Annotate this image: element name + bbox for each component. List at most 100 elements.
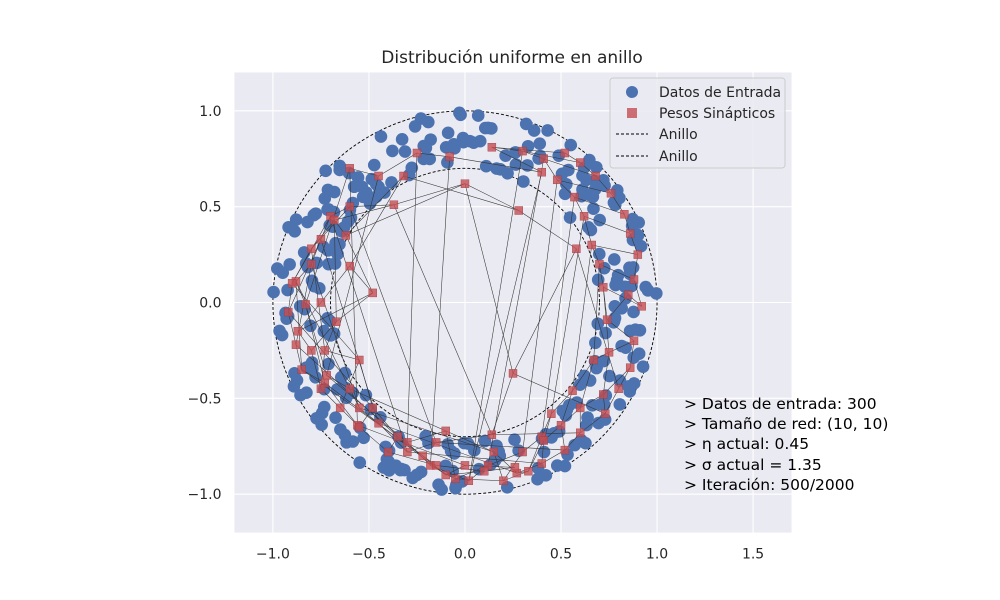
input-data-point <box>613 398 627 411</box>
weight-connection <box>288 312 297 345</box>
weight-connection <box>326 175 379 376</box>
synaptic-weight-point <box>518 447 527 457</box>
synaptic-weight-point <box>368 403 377 413</box>
synaptic-weight-point <box>568 386 577 395</box>
weight-connection <box>436 434 492 443</box>
input-data-point <box>301 215 314 229</box>
legend: Datos de Entrada Pesos Sinápticos Anillo… <box>609 77 786 169</box>
synaptic-weight-point <box>600 409 610 418</box>
info-line-sigma: > σ actual = 1.35 <box>684 456 822 474</box>
weight-connection <box>518 210 577 250</box>
synaptic-weight-point <box>637 302 646 311</box>
weight-connection <box>491 373 514 435</box>
weight-connection <box>468 172 543 481</box>
input-data-point <box>608 311 622 325</box>
weight-connection <box>407 442 437 453</box>
weight-connection <box>430 156 450 466</box>
synaptic-weight-point <box>625 229 635 238</box>
synaptic-weight-point <box>316 235 326 244</box>
weight-connection <box>583 216 593 246</box>
weight-connection <box>436 442 565 451</box>
weight-connection <box>464 183 519 211</box>
synaptic-weight-point <box>330 215 339 225</box>
weight-connection <box>345 235 374 294</box>
info-line-iteration: > Iteración: 500/2000 <box>684 476 855 494</box>
weight-connection <box>487 158 545 466</box>
input-data-point <box>471 109 485 122</box>
info-line-eta: > η actual: 0.45 <box>684 435 809 453</box>
synaptic-weight-point <box>307 346 316 355</box>
weight-connection <box>468 151 523 481</box>
weight-connection <box>560 390 573 426</box>
input-data-point <box>501 166 514 180</box>
weight-connection <box>491 146 565 154</box>
synaptic-weight-point <box>576 403 585 413</box>
input-data-point <box>609 278 622 292</box>
weight-connection <box>349 265 373 294</box>
input-data-point <box>414 112 428 125</box>
weight-connection <box>320 239 379 424</box>
weight-connection <box>345 175 404 236</box>
weight-connection <box>334 204 394 221</box>
input-data-point <box>615 301 629 315</box>
synaptic-weight-point <box>479 466 489 476</box>
input-data-point <box>355 180 369 194</box>
weight-connection <box>349 175 404 267</box>
weight-connection <box>599 263 635 280</box>
y-tick-label: 0.5 <box>199 200 221 216</box>
weight-connection <box>416 152 450 158</box>
weight-connection <box>629 340 635 368</box>
synaptic-weight-point <box>431 461 441 470</box>
synaptic-weight-point <box>539 154 548 163</box>
weight-connection <box>576 248 619 389</box>
input-data-point <box>573 378 587 391</box>
synaptic-weight-point <box>291 340 301 349</box>
synaptic-weight-point <box>589 355 598 365</box>
x-tick-label: 1.0 <box>646 547 668 563</box>
synaptic-weight-point <box>389 200 399 209</box>
synaptic-weight-point <box>345 164 354 173</box>
synaptic-weight-point <box>460 461 470 470</box>
synaptic-weight-point <box>403 438 412 447</box>
synaptic-weight-point <box>547 409 556 418</box>
weight-connection <box>602 352 610 395</box>
input-data-point <box>537 445 551 459</box>
info-line-network-size: > Tamaño de red: (10, 10) <box>684 415 888 433</box>
input-data-point <box>339 391 353 405</box>
input-data-point <box>467 136 480 149</box>
input-data-point <box>581 411 594 424</box>
input-data-point <box>479 159 493 173</box>
input-data-point <box>589 336 602 350</box>
synaptic-weight-point <box>403 447 412 457</box>
legend-weights-label: Pesos Sinápticos <box>659 106 775 122</box>
weight-connection <box>359 407 494 453</box>
weight-connection <box>512 248 577 374</box>
weight-connection <box>487 451 523 466</box>
weight-connection <box>349 388 446 432</box>
weight-connection <box>522 150 581 163</box>
input-data-point <box>317 324 331 338</box>
weight-connection <box>541 197 575 437</box>
synaptic-weight-point <box>374 419 383 428</box>
input-data-point <box>267 285 280 299</box>
synaptic-weight-point <box>355 403 364 413</box>
synaptic-weight-point <box>604 348 614 357</box>
weight-connection <box>305 304 327 376</box>
synaptic-weight-point <box>451 474 460 484</box>
weight-connection <box>345 183 466 236</box>
synaptic-weight-point <box>633 250 643 259</box>
synaptic-weight-point <box>591 171 600 181</box>
input-data-point <box>627 377 641 390</box>
weight-connection <box>579 359 594 408</box>
y-tick-label: −0.5 <box>188 391 222 407</box>
x-tick-label: −1.0 <box>256 547 290 563</box>
weight-connection <box>311 350 322 389</box>
synaptic-weight-point <box>514 206 523 215</box>
synaptic-weight-point <box>345 384 354 393</box>
input-data-point <box>576 169 589 182</box>
synaptic-weight-point <box>620 210 629 219</box>
synaptic-weight-point <box>487 430 497 439</box>
synaptic-weight-point <box>301 300 310 309</box>
weight-connection <box>336 292 373 322</box>
x-tick-label: 0.0 <box>454 547 476 563</box>
